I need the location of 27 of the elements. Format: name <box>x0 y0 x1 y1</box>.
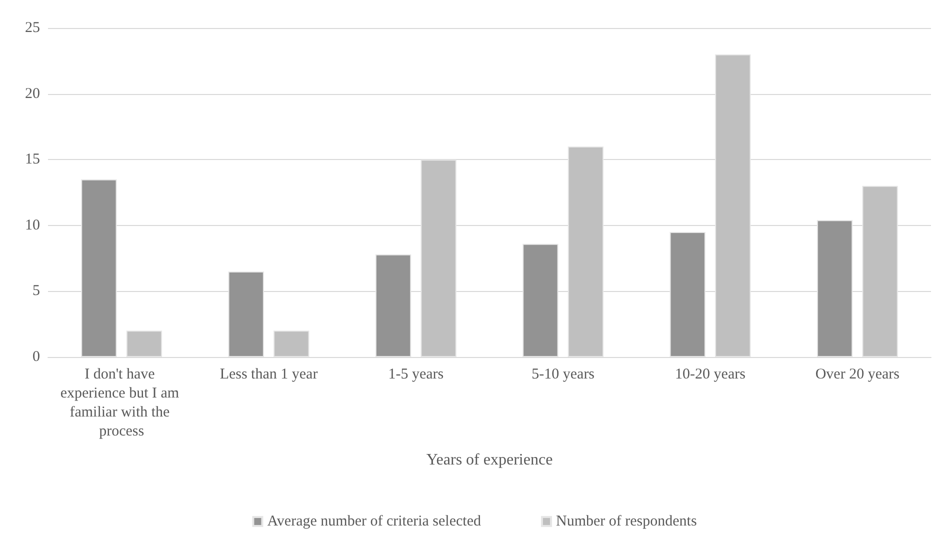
y-tick-label: 15 <box>25 152 40 168</box>
bar <box>228 271 264 357</box>
y-tick-label: 10 <box>25 217 40 234</box>
y-tick-label: 25 <box>25 20 40 36</box>
x-tick-label: Over 20 years <box>815 366 900 382</box>
bar <box>568 146 604 357</box>
bar <box>420 160 456 357</box>
x-tick-label: 10-20 years <box>675 366 746 382</box>
bar <box>81 179 117 357</box>
y-tick-label: 5 <box>32 283 40 300</box>
bar <box>816 220 853 357</box>
bar <box>522 244 558 357</box>
x-tick-label: 5-10 years <box>532 366 595 382</box>
x-tick-label: I don't have experience but I am familiar with the process <box>60 366 183 440</box>
bar <box>375 254 412 357</box>
y-tick-label: 0 <box>32 349 40 365</box>
legend-label: Number of respondents <box>556 514 697 530</box>
bar <box>715 54 751 357</box>
x-axis-title: Years of experience <box>426 452 553 468</box>
legend-label: Average number of criteria selected <box>267 514 482 530</box>
y-tick-label: 20 <box>25 86 40 102</box>
x-tick-label: Less than 1 year <box>220 366 318 382</box>
bar <box>274 330 310 357</box>
x-tick-label: 1-5 years <box>388 366 444 382</box>
bar <box>670 232 706 357</box>
bar <box>126 330 162 357</box>
bar <box>862 186 898 357</box>
